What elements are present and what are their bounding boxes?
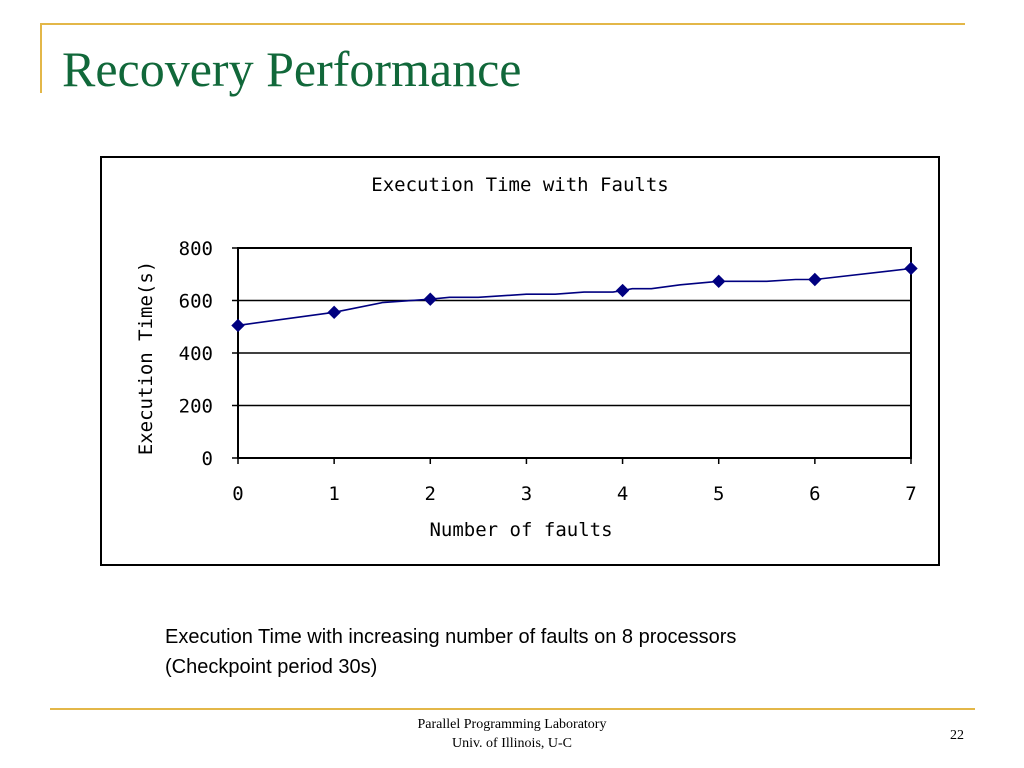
caption-line-1: Execution Time with increasing number of… <box>165 626 737 648</box>
data-point-marker <box>327 305 341 320</box>
x-tick-label: 3 <box>521 483 532 505</box>
y-tick-label: 800 <box>179 238 213 260</box>
axis-ticks: 0 200 400 600 800 0 1 2 3 4 5 6 7 <box>179 238 917 505</box>
data-point-marker <box>904 261 918 276</box>
y-axis-label: Execution Time(s) <box>135 261 157 455</box>
x-tick-label: 1 <box>328 483 339 505</box>
title-accent-bar <box>40 23 42 93</box>
footer-credit: Parallel Programming Laboratory Univ. of… <box>352 715 672 753</box>
chart-title: Execution Time with Faults <box>371 174 668 196</box>
x-tick-label: 4 <box>617 483 628 505</box>
chart-caption: Execution Time with increasing number of… <box>165 622 736 682</box>
data-point-marker <box>712 274 726 289</box>
footer-lab-name: Parallel Programming Laboratory <box>417 717 607 732</box>
data-point-marker <box>615 283 630 298</box>
series-layer <box>231 261 918 333</box>
chart-border <box>100 156 940 566</box>
page-number: 22 <box>950 728 964 743</box>
slide-title: Recovery Performance <box>62 41 522 97</box>
x-tick-label: 6 <box>809 483 820 505</box>
x-tick-label: 7 <box>905 483 916 505</box>
x-tick-label: 0 <box>232 483 243 505</box>
x-axis-label: Number of faults <box>429 519 612 541</box>
x-tick-label: 2 <box>425 483 436 505</box>
footer-rule <box>50 708 975 710</box>
y-tick-label: 600 <box>179 291 213 313</box>
y-tick-label: 200 <box>179 396 213 418</box>
data-point-marker <box>423 292 437 306</box>
line-chart: Execution Time with Faults Execution Tim… <box>100 156 940 566</box>
y-tick-label: 400 <box>179 343 213 365</box>
y-tick-label: 0 <box>202 448 213 470</box>
data-point-marker <box>808 272 822 287</box>
x-tick-label: 5 <box>713 483 724 505</box>
grid-lines <box>238 299 911 407</box>
caption-line-2: (Checkpoint period 30s) <box>165 656 378 678</box>
chart-panel: Execution Time with Faults Execution Tim… <box>100 156 940 566</box>
title-accent-rule <box>40 23 965 25</box>
data-point-marker <box>231 318 245 333</box>
footer-university: Univ. of Illinois, U-C <box>451 736 573 751</box>
